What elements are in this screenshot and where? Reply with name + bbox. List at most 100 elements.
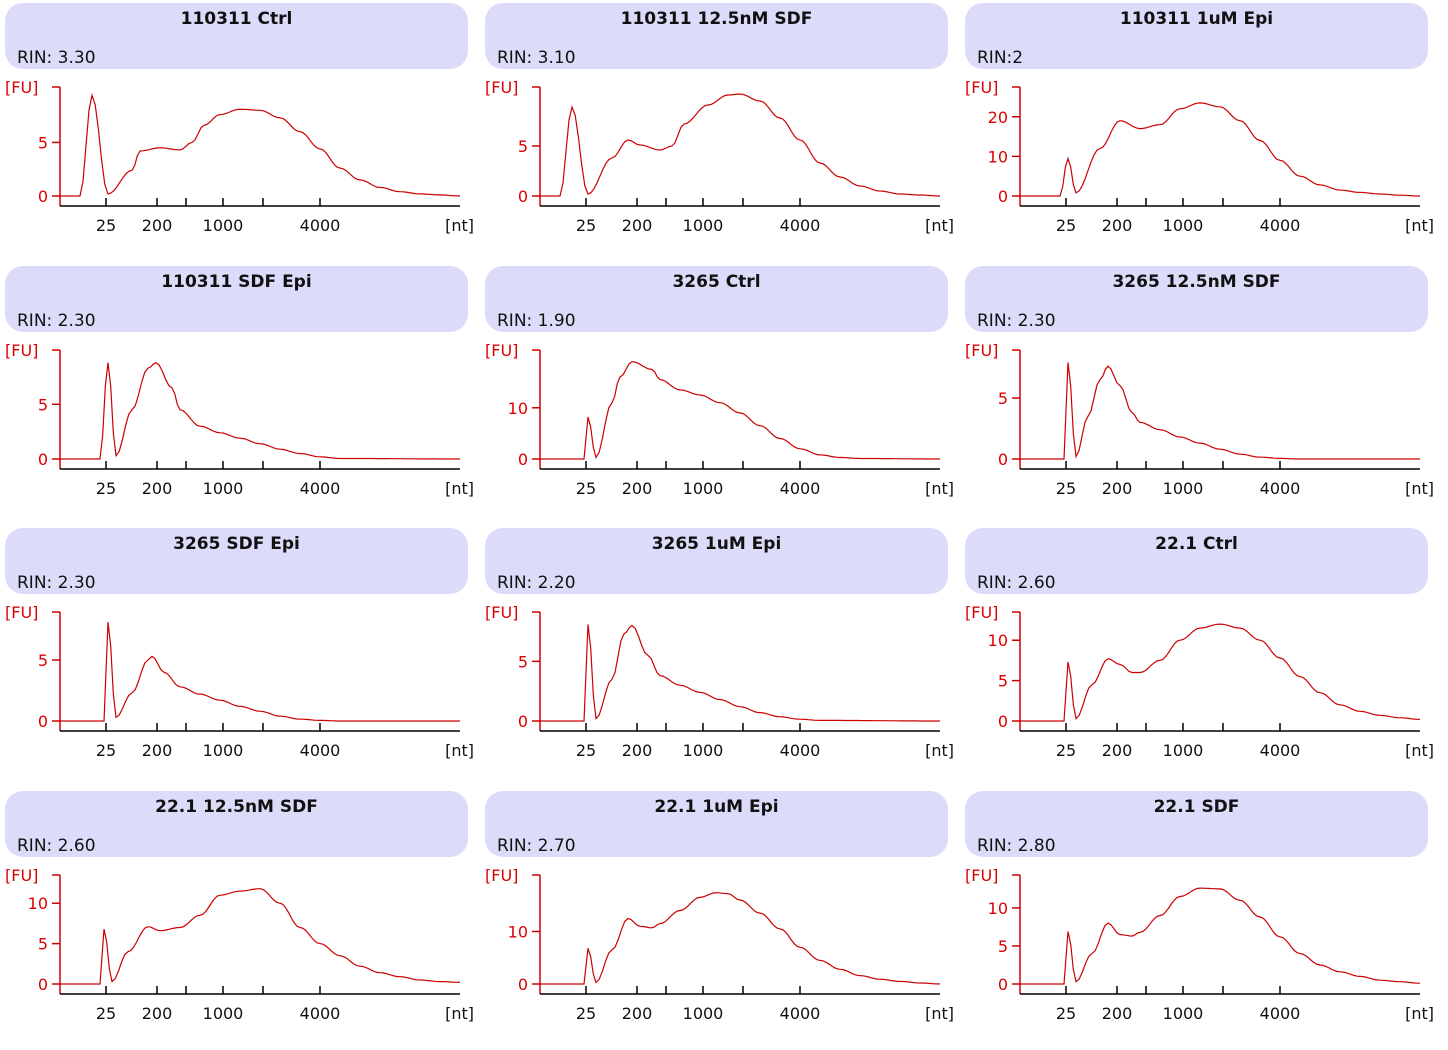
chart-title: 110311 SDF Epi [161, 272, 312, 292]
chart-header: 110311 SDF Epi RIN: 2.30 [5, 266, 468, 332]
x-axis-label: [nt] [925, 479, 954, 498]
electropherogram-trace [1020, 362, 1420, 460]
y-tick-label: 0 [38, 712, 48, 731]
x-tick-label: 25 [1056, 216, 1076, 235]
rin-value: RIN: 2.70 [497, 836, 576, 856]
chart-title: 22.1 SDF [1153, 797, 1240, 817]
x-axis-label: [nt] [1405, 479, 1434, 498]
chart-header: 22.1 Ctrl RIN: 2.60 [965, 528, 1428, 594]
x-tick-label: 1000 [683, 1004, 724, 1023]
x-tick-label: 1000 [683, 741, 724, 760]
y-tick-label: 20 [988, 108, 1008, 127]
electropherogram-trace [1020, 623, 1421, 722]
x-tick-label: 4000 [780, 479, 821, 498]
x-tick-label: 200 [622, 479, 653, 498]
y-tick-label: 0 [518, 712, 528, 731]
rin-value: RIN: 2.20 [497, 573, 576, 593]
chart-plot: [FU] 0 5 25 200 1000 4000 [nt] [965, 341, 1434, 498]
electropherogram-trace [60, 622, 460, 722]
x-tick-label: 25 [1056, 1004, 1076, 1023]
x-axis-label: [nt] [445, 216, 474, 235]
y-tick-label: 10 [28, 894, 48, 913]
y-tick-label: 0 [998, 712, 1008, 731]
x-tick-label: 1000 [203, 216, 244, 235]
chart-panel: 110311 SDF Epi RIN: 2.30 [FU] 0 5 25 200 1000 40… [0, 263, 476, 525]
y-axis-label: [FU] [5, 603, 38, 622]
y-tick-label: 0 [38, 975, 48, 994]
y-tick-label: 10 [988, 899, 1008, 918]
y-tick-label: 0 [38, 450, 48, 469]
chart-header: 3265 1uM Epi RIN: 2.20 [485, 528, 948, 594]
chart-title: 3265 Ctrl [672, 272, 761, 292]
chart-title: 110311 1uM Epi [1119, 9, 1274, 29]
electropherogram-trace [60, 93, 461, 197]
chart-plot: [FU] 0 10 20 25 200 1000 4000 [nt] [965, 78, 1434, 235]
y-axis-label: [FU] [965, 866, 998, 885]
y-axis-label: [FU] [485, 603, 518, 622]
chart-title: 3265 12.5nM SDF [1112, 272, 1281, 292]
x-tick-label: 200 [1102, 1004, 1133, 1023]
rin-value: RIN:2 [977, 48, 1024, 68]
x-tick-label: 1000 [1163, 216, 1204, 235]
chart-header: 110311 Ctrl RIN: 3.30 [5, 3, 468, 69]
x-tick-label: 25 [96, 479, 116, 498]
rin-value: RIN: 2.30 [17, 573, 96, 593]
electropherogram-trace [1020, 887, 1420, 985]
rin-value: RIN: 2.30 [977, 311, 1056, 331]
y-tick-label: 10 [988, 631, 1008, 650]
chart-panel: 3265 Ctrl RIN: 1.90 [FU] 0 10 25 200 1000 4000 [n… [480, 263, 956, 525]
x-tick-label: 25 [1056, 479, 1076, 498]
y-axis-label: [FU] [965, 78, 998, 97]
x-axis-label: [nt] [445, 741, 474, 760]
x-tick-label: 200 [622, 216, 653, 235]
y-tick-label: 5 [38, 935, 48, 954]
rin-value: RIN: 3.30 [17, 48, 96, 68]
chart-plot: [FU] 0 10 25 200 1000 4000 [nt] [485, 341, 954, 498]
x-axis-label: [nt] [445, 479, 474, 498]
x-axis-label: [nt] [1405, 216, 1434, 235]
x-tick-label: 1000 [1163, 1004, 1204, 1023]
x-tick-label: 200 [142, 1004, 173, 1023]
electropherogram-trace [540, 624, 940, 722]
y-tick-label: 5 [38, 395, 48, 414]
chart-header: 110311 12.5nM SDF RIN: 3.10 [485, 3, 948, 69]
chart-plot: [FU] 0 5 25 200 1000 4000 [nt] [485, 78, 954, 235]
x-tick-label: 200 [142, 479, 173, 498]
y-tick-label: 10 [508, 923, 528, 942]
x-axis-label: [nt] [1405, 1004, 1434, 1023]
x-axis-label: [nt] [1405, 741, 1434, 760]
y-tick-label: 0 [518, 450, 528, 469]
x-tick-label: 25 [576, 1004, 596, 1023]
x-axis-label: [nt] [445, 1004, 474, 1023]
x-axis-label: [nt] [925, 1004, 954, 1023]
chart-title: 110311 12.5nM SDF [620, 9, 813, 29]
y-tick-label: 5 [998, 672, 1008, 691]
x-tick-label: 4000 [1260, 479, 1301, 498]
rin-value: RIN: 2.30 [17, 311, 96, 331]
chart-plot: [FU] 0 5 25 200 1000 4000 [nt] [5, 78, 474, 235]
x-tick-label: 200 [1102, 741, 1133, 760]
chart-panel: 110311 12.5nM SDF RIN: 3.10 [FU] 0 5 25 200 100… [480, 0, 956, 262]
x-axis-label: [nt] [925, 216, 954, 235]
x-tick-label: 200 [142, 741, 173, 760]
electropherogram-trace [60, 361, 460, 460]
x-tick-label: 200 [1102, 479, 1133, 498]
x-tick-label: 25 [96, 741, 116, 760]
y-axis-label: [FU] [485, 866, 518, 885]
y-tick-label: 0 [518, 187, 528, 206]
x-tick-label: 4000 [300, 1004, 341, 1023]
y-tick-label: 0 [998, 975, 1008, 994]
rin-value: RIN: 1.90 [497, 311, 576, 331]
x-tick-label: 200 [142, 216, 173, 235]
chart-plot: [FU] 0 5 25 200 1000 4000 [nt] [5, 341, 474, 498]
x-tick-label: 25 [96, 1004, 116, 1023]
chart-title: 3265 SDF Epi [173, 534, 300, 554]
x-tick-label: 1000 [683, 216, 724, 235]
chart-title: 22.1 1uM Epi [654, 797, 779, 817]
electropherogram-trace [540, 892, 941, 985]
rin-value: RIN: 2.60 [977, 573, 1056, 593]
y-tick-label: 0 [518, 975, 528, 994]
chart-header: 110311 1uM Epi RIN:2 [965, 3, 1428, 69]
x-tick-label: 200 [622, 741, 653, 760]
chart-panel: 3265 SDF Epi RIN: 2.30 [FU] 0 5 25 200 1000 4000… [0, 525, 476, 787]
